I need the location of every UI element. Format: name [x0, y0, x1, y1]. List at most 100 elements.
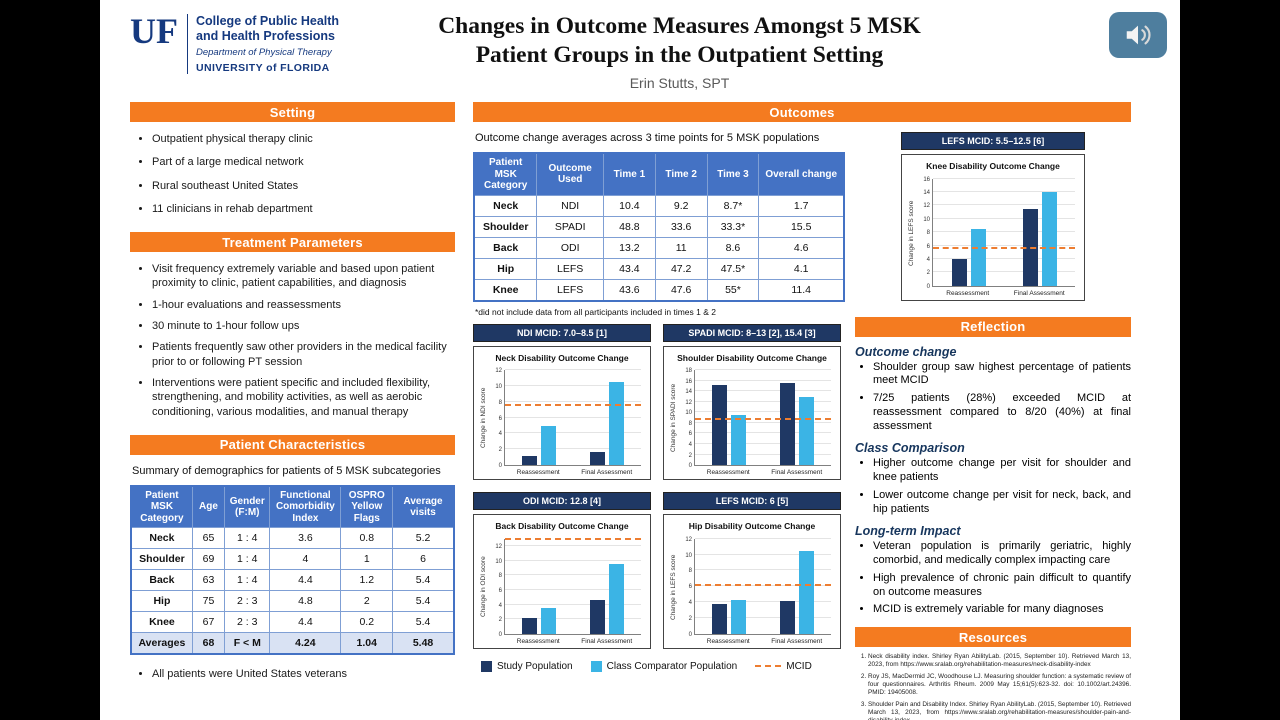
reflection-subheading: Long-term Impact	[855, 524, 961, 539]
legend-study-label: Study Population	[497, 660, 573, 672]
table-row: Back 63 1 : 4 4.4 1.2 5.4	[130, 569, 455, 592]
table-cell: NDI	[536, 194, 604, 217]
legend-mcid: MCID	[755, 661, 812, 672]
table-cell: 13.2	[602, 236, 656, 259]
table-cell: 8.7*	[706, 194, 760, 217]
table-cell: Neck	[473, 194, 538, 217]
poster-header: UF College of Public Health and Health P…	[130, 8, 1167, 100]
y-tick-label: 2	[688, 615, 692, 622]
table-cell: 9.2	[654, 194, 708, 217]
table-cell: F < M	[224, 632, 271, 655]
y-tick-label: 6	[498, 587, 502, 594]
table-cell: 47.5*	[706, 257, 760, 280]
y-tick-label: 6	[926, 243, 930, 250]
bar-group	[1004, 179, 1075, 286]
section-header-outcomes: Outcomes	[473, 102, 1131, 122]
gridline	[695, 379, 831, 381]
table-cell: 10.4	[602, 194, 656, 217]
y-tick-label: 0	[688, 631, 692, 638]
bullet-item: 1-hour evaluations and reassessments	[152, 298, 455, 312]
table-cell: Averages	[130, 632, 193, 655]
chart-mcid-label: NDI MCID: 7.0–8.5 [1]	[473, 323, 651, 342]
table-cell: 4	[269, 548, 342, 571]
table-cell: 0.2	[340, 611, 394, 634]
bar-study-population	[780, 383, 795, 466]
chart-x-label: Final Assessment	[581, 469, 633, 477]
bullet-item: Rural southeast United States	[152, 179, 455, 193]
table-cell: 68	[191, 632, 226, 655]
bar-study-population	[522, 617, 537, 634]
bar-group	[505, 539, 573, 634]
gridline	[505, 545, 641, 547]
gridline	[933, 244, 1075, 246]
bar-study-population	[522, 455, 537, 466]
gridline	[695, 432, 831, 434]
bar-study-population	[590, 451, 605, 466]
bar-group	[573, 539, 641, 634]
bar-class-comparator-population	[799, 550, 814, 634]
references-list: Neck disability index. Shirley Ryan Abil…	[855, 653, 1131, 720]
table-cell: 4.4	[269, 611, 342, 634]
y-tick-label: 14	[923, 190, 930, 196]
y-tick-label: 10	[685, 410, 692, 417]
bar-class-comparator-population	[799, 396, 814, 466]
chart-plot-area: 0 2 4 6 8 10 12	[685, 537, 831, 638]
chart-y-axis-label: Change in LEFS score	[908, 199, 915, 266]
table-cell: 6	[392, 548, 455, 571]
veterans-bullet: All patients were United States veterans	[130, 667, 455, 681]
chart: Shoulder Disability Outcome Change Change…	[663, 345, 841, 481]
chart-mcid-label: ODI MCID: 12.8 [4]	[473, 492, 651, 511]
table-header-row: Patient MSK Category Age Gender (F:M) Funct…	[130, 485, 455, 529]
legend-study-population: Study Population	[481, 660, 573, 672]
table-cell: 2 : 3	[224, 590, 271, 613]
y-tick-label: 2	[498, 617, 502, 624]
reference-item: Roy JS, MacDermid JC, Woodhouse LJ. Meas…	[868, 673, 1131, 698]
bar-study-population	[712, 603, 727, 634]
table-cell: 63	[191, 569, 226, 592]
bullet-item: Patients frequently saw other providers …	[152, 340, 455, 369]
section-header-treatment-parameters: Treatment Parameters	[130, 232, 455, 253]
plot-wrap: 0 2 4 6 8 10 12 Reassessment Final Assessment	[679, 537, 836, 645]
column-header: Age	[191, 485, 226, 529]
chart-mcid-label: LEFS MCID: 5.5–12.5 [6]	[901, 132, 1085, 150]
table-cell: Back	[130, 569, 193, 592]
gridline	[505, 448, 641, 450]
bar-group	[933, 179, 1004, 286]
section-header-reflection: Reflection	[855, 316, 1131, 337]
table-row: Neck 65 1 : 4 3.6 0.8 5.2	[130, 527, 455, 550]
gridline	[933, 217, 1075, 219]
y-tick-label: 0	[926, 283, 930, 290]
y-tick-label: 8	[498, 399, 502, 406]
reflection-bullets: Higher outcome change per visit for shou…	[855, 457, 1131, 516]
gridline	[695, 369, 831, 371]
bar-class-comparator-population	[609, 564, 624, 634]
uf-logo: UF College of Public Health and Health P…	[130, 8, 378, 74]
logo-college-line1: College of Public Health	[196, 14, 340, 28]
demographics-caption: Summary of demographics for patients of …	[132, 464, 441, 477]
left-column: Setting Outpatient physical therapy clin…	[130, 102, 455, 720]
chart-y-axis-label: Change in NDI score	[480, 387, 487, 449]
chart-x-label: Final Assessment	[771, 637, 823, 645]
bar-class-comparator-population	[541, 425, 556, 466]
gridline	[505, 416, 641, 418]
chart-row: Change in LEFS score 0 2 4 6 8 10 12 14 16 Reasses…	[906, 177, 1080, 297]
table-cell: 47.6	[654, 278, 708, 301]
study-population-swatch	[481, 660, 492, 672]
table-cell: 43.6	[602, 278, 656, 301]
gridline	[695, 616, 831, 618]
gridline	[505, 432, 641, 434]
table-cell: Back	[473, 236, 538, 259]
column-header: Outcome Used	[536, 152, 604, 196]
gridline	[933, 271, 1075, 273]
table-cell: Hip	[130, 590, 193, 613]
gridline	[695, 601, 831, 603]
gridline	[505, 574, 641, 576]
audio-speaker-button[interactable]	[1109, 12, 1167, 58]
column-header: Gender (F:M)	[224, 485, 271, 529]
y-tick-label: 12	[495, 368, 502, 375]
column-header: Time 2	[654, 152, 708, 196]
y-tick-label: 16	[685, 378, 692, 385]
table-cell: LEFS	[536, 278, 604, 301]
table-cell: 33.6	[654, 215, 708, 238]
